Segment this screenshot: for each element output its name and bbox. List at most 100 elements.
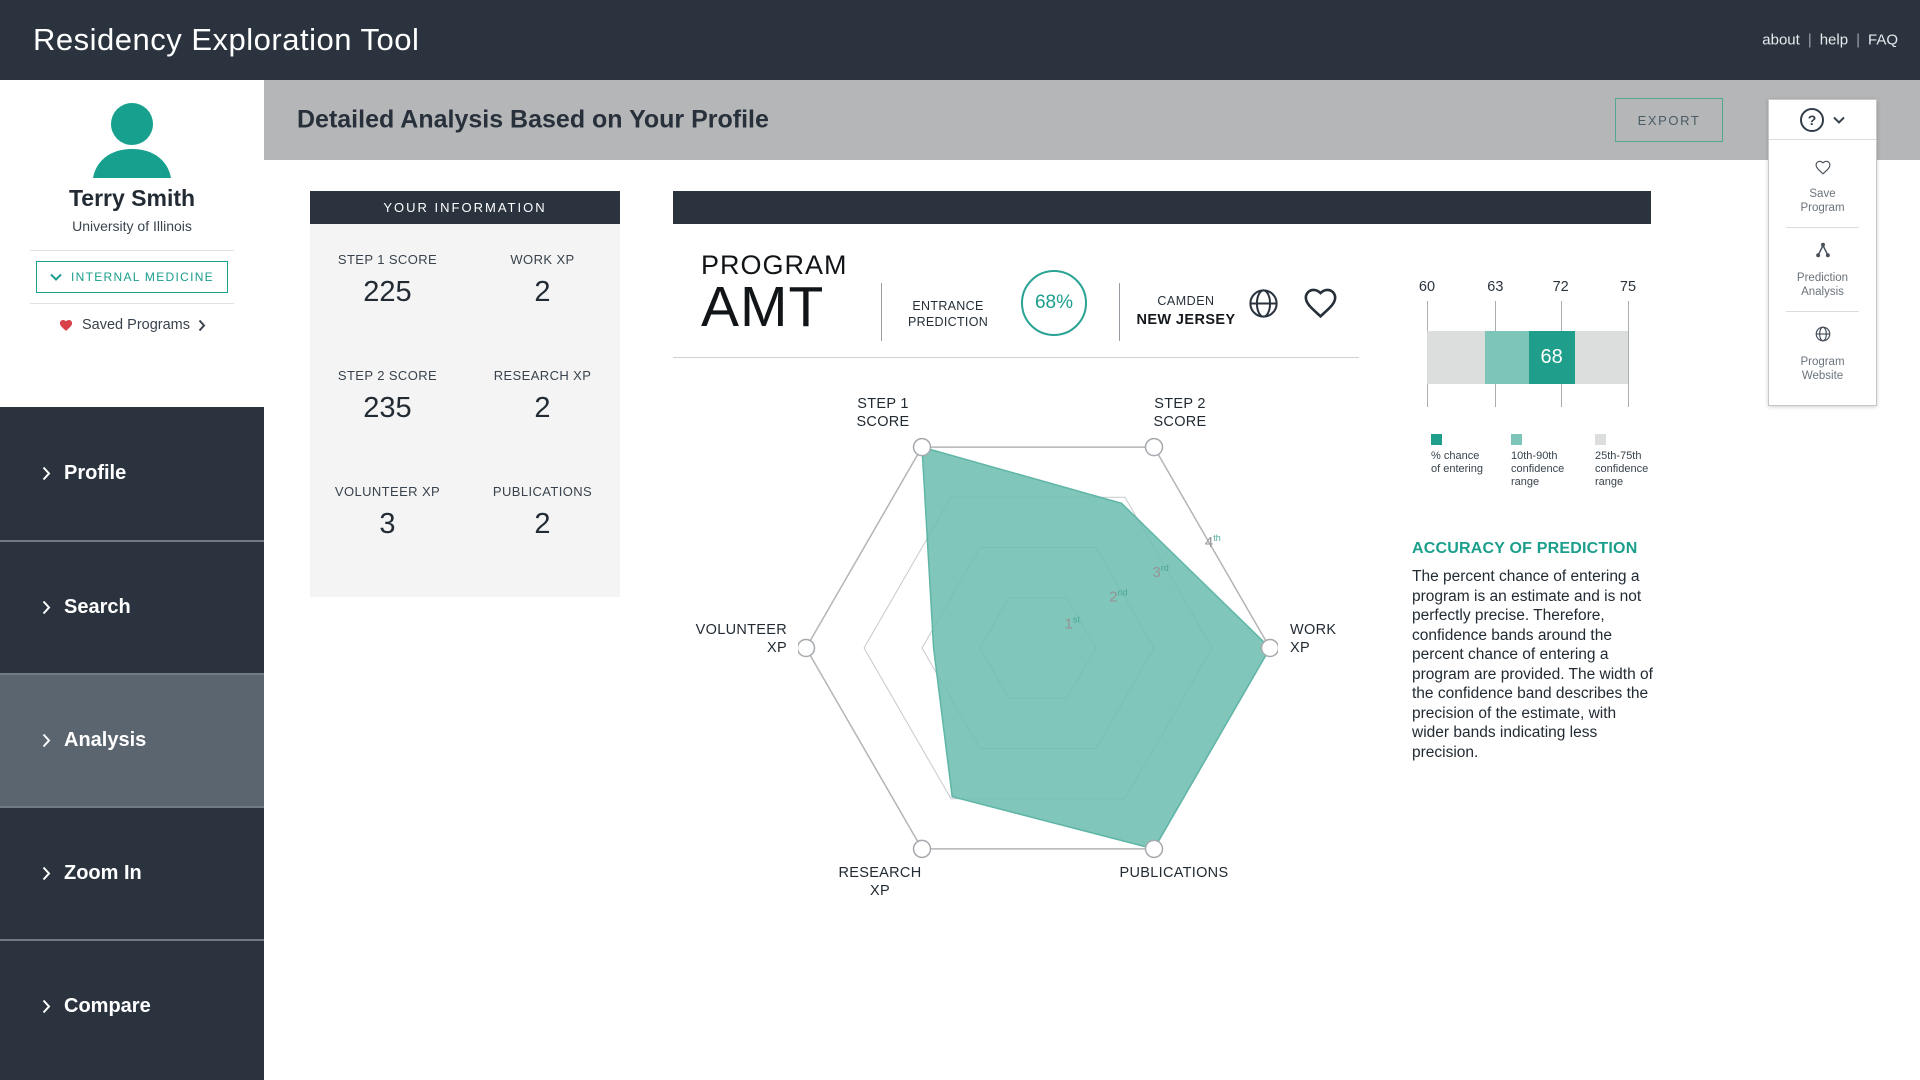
accuracy-section: ACCURACY OF PREDICTION The percent chanc… [1412,540,1654,762]
avatar [93,103,171,178]
divider [673,357,1359,358]
sidebar-item-analysis[interactable]: Analysis [0,673,264,806]
menu-item-save-program[interactable]: Save Program [1769,146,1876,227]
program-name: AMT [701,275,825,339]
confidence-legend-item: 25th-75th confidence range [1595,434,1675,489]
user-school: University of Illinois [72,218,192,234]
legend-label: % chance of entering [1431,450,1483,475]
radar-axis-workxp: WORK XP [1290,622,1337,656]
chevron-down-icon [1833,116,1845,124]
confidence-legend-item: 10th-90th confidence range [1511,434,1591,489]
user-name: Terry Smith [68,185,196,211]
top-bar: Residency Exploration Tool about | help … [0,0,1920,80]
your-information-panel: YOUR INFORMATION STEP 1 SCORE 225 WORK X… [310,191,620,597]
saved-programs-label: Saved Programs [82,317,190,333]
info-field-step1: STEP 1 SCORE 225 [337,252,438,308]
chevron-right-icon [42,999,51,1014]
menu-divider [1786,227,1859,228]
program-website-button[interactable] [1246,286,1281,324]
info-field-researchxp: RESEARCH XP 2 [493,368,592,424]
chevron-down-icon [50,273,62,281]
saved-programs-link[interactable]: Saved Programs [0,317,264,333]
sidebar: Terry Smith University of Illinois INTER… [0,80,264,1080]
chevron-right-icon [198,319,206,331]
info-field-publications: PUBLICATIONS 2 [492,484,593,540]
heart-icon [59,320,73,331]
legend-swatch [1511,434,1522,445]
specialty-section: INTERNAL MEDICINE [30,250,234,304]
globe-icon [1815,326,1830,342]
info-field-step2: STEP 2 SCORE 235 [337,368,438,424]
sidebar-item-label: Analysis [64,729,147,751]
entrance-prediction-label: ENTRANCE PREDICTION [907,299,989,329]
menu-item-label: Save Program [1800,188,1845,214]
svg-text:4th: 4th [1205,533,1221,551]
your-information-grid: STEP 1 SCORE 225 WORK XP 2 STEP 2 SCORE … [310,224,620,597]
help-menu-toggle[interactable]: ? [1769,100,1876,140]
prediction-analysis-icon [1815,242,1830,258]
export-button[interactable]: EXPORT [1615,98,1723,142]
link-separator: | [1856,31,1860,49]
program-city: CAMDEN [1157,294,1215,308]
chevron-right-icon [42,600,51,615]
program-identity: PROGRAM AMT [701,250,848,339]
sidebar-nav: Profile Search Analysis Zoom In Compare [0,407,264,1080]
confidence-tick-line [1628,301,1629,407]
prediction-circle: 68% [1021,270,1087,336]
sidebar-item-search[interactable]: Search [0,540,264,673]
menu-divider [1786,311,1859,312]
confidence-legend-item: % chance of entering [1431,434,1503,476]
heart-outline-icon [1304,288,1337,319]
divider [1119,283,1120,341]
menu-item-label: Program Website [1800,356,1845,382]
page-header: Detailed Analysis Based on Your Profile … [264,80,1920,160]
app-title: Residency Exploration Tool [33,22,420,57]
topbar-links: about | help | FAQ [1762,32,1898,49]
radar-axis-step1: STEP 1 SCORE [856,396,910,430]
question-icon: ? [1800,107,1824,132]
program-card-header [673,191,1651,224]
sidebar-item-zoom-in[interactable]: Zoom In [0,806,264,939]
confidence-chart: 68 60 63 72 75 % chance of entering 10th-90th… [1419,279,1648,504]
confidence-point-estimate: 68 [1528,331,1575,384]
sidebar-item-compare[interactable]: Compare [0,939,264,1072]
chevron-right-icon [42,733,51,748]
menu-item-label: Prediction Analysis [1796,272,1849,298]
chevron-right-icon [42,466,51,481]
heart-icon [1815,160,1830,175]
legend-swatch [1595,434,1606,445]
menu-item-program-website[interactable]: Program Website [1769,312,1876,395]
sidebar-item-label: Profile [64,462,127,484]
program-eyebrow: PROGRAM [701,250,848,280]
specialty-selector[interactable]: INTERNAL MEDICINE [35,261,228,293]
info-field-volunteerxp: VOLUNTEER XP 3 [334,484,441,540]
profile-card: Terry Smith University of Illinois INTER… [0,80,264,407]
favorite-button[interactable] [1302,285,1339,322]
specialty-label: INTERNAL MEDICINE [70,270,214,284]
confidence-bar: 68 [1427,331,1628,384]
sidebar-item-label: Search [64,596,131,618]
sidebar-item-label: Zoom In [64,862,142,884]
menu-item-prediction-analysis[interactable]: Prediction Analysis [1769,228,1876,311]
sidebar-item-profile[interactable]: Profile [0,407,264,540]
your-information-title: YOUR INFORMATION [310,191,620,224]
radar-axis-volunteerxp: VOLUNTEER XP [695,622,787,656]
radar-axis-researchxp: RESEARCH XP [838,865,922,899]
radar-axis-publications: PUBLICATIONS [1119,865,1229,881]
confidence-tick-label: 63 [1487,279,1504,295]
legend-label: 10th-90th confidence range [1511,450,1565,488]
confidence-tick-label: 60 [1418,279,1436,295]
topbar-link-help[interactable]: help [1819,31,1849,49]
prediction-value: 68% [1034,292,1074,313]
legend-label: 25th-75th confidence range [1595,450,1649,488]
page-title: Detailed Analysis Based on Your Profile [297,105,769,134]
help-panel: ? Save Program Prediction Analysis Progr… [1768,99,1877,406]
divider [881,283,882,341]
topbar-link-about[interactable]: about [1762,31,1800,49]
link-separator: | [1807,31,1812,49]
topbar-link-faq[interactable]: FAQ [1867,31,1898,49]
chevron-right-icon [42,866,51,881]
confidence-tick-label: 72 [1552,279,1569,295]
help-menu: Save Program Prediction Analysis Program… [1769,140,1876,405]
